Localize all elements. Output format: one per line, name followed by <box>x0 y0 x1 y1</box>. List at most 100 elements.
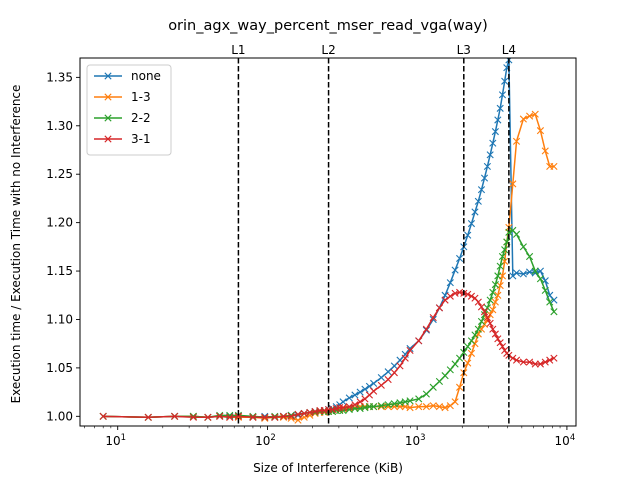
data-point <box>474 298 482 306</box>
data-point <box>474 197 482 205</box>
data-point <box>509 180 517 188</box>
data-point <box>483 304 491 312</box>
data-point <box>279 412 288 420</box>
x-tick-exponent: 4 <box>570 433 575 443</box>
data-point <box>464 359 472 367</box>
data-point <box>390 400 398 408</box>
data-point <box>531 360 539 368</box>
x-tick-exponent: 1 <box>121 433 126 443</box>
x-tick-exponent: 3 <box>420 433 425 443</box>
legend-label-1-3: 1-3 <box>131 90 151 104</box>
y-tick-label: 1.15 <box>46 264 73 278</box>
data-point <box>189 413 197 421</box>
x-axis-label: Size of Interference (KiB) <box>253 461 403 475</box>
data-point <box>415 337 423 345</box>
legend-marker-none <box>104 72 112 80</box>
data-point <box>204 413 212 421</box>
vline-label-L2: L2 <box>321 43 335 57</box>
legend-marker-1-3 <box>104 93 112 101</box>
data-point <box>489 288 497 296</box>
data-point <box>435 403 444 411</box>
data-point <box>300 409 308 417</box>
data-point <box>509 354 517 362</box>
data-point <box>446 366 454 374</box>
axes: 1.00 1.05 1.10 1.15 1.20 1.25 1.30 1.35 101 102 10… <box>46 57 577 448</box>
data-point <box>494 272 502 280</box>
data-point <box>435 304 444 312</box>
data-point <box>471 331 479 339</box>
data-point <box>477 303 486 311</box>
data-point <box>477 317 486 325</box>
data-point <box>477 186 486 194</box>
data-point <box>491 281 499 289</box>
data-point <box>536 127 545 135</box>
data-point <box>464 231 472 239</box>
data-point <box>546 298 554 306</box>
data-point <box>451 266 459 274</box>
legend-label-none: none <box>131 69 161 83</box>
data-point <box>496 104 504 112</box>
data-point <box>541 277 549 285</box>
data-point <box>456 383 464 391</box>
data-point <box>474 325 482 333</box>
data-point <box>356 398 364 406</box>
data-point <box>451 360 459 368</box>
data-point <box>377 381 385 389</box>
data-point <box>294 416 302 424</box>
data-point <box>422 403 430 411</box>
data-point <box>234 412 243 420</box>
data-point <box>446 279 454 287</box>
data-point <box>480 308 489 316</box>
data-point <box>287 411 295 419</box>
data-point <box>467 337 476 345</box>
data-point <box>384 368 392 376</box>
y-tick-label: 1.20 <box>46 216 73 230</box>
data-point <box>249 413 257 421</box>
plot-frame <box>79 57 577 427</box>
data-point <box>401 354 409 362</box>
vline-label-L4: L4 <box>502 43 516 57</box>
data-point <box>525 268 534 276</box>
data-point <box>536 267 545 275</box>
data-point <box>336 404 344 412</box>
data-point <box>483 162 491 171</box>
data-point <box>396 362 404 370</box>
data-point <box>512 356 521 364</box>
data-point <box>390 362 398 370</box>
vline-label-L1: L1 <box>231 43 245 57</box>
data-point <box>525 252 534 261</box>
y-axis-label: Execution time / Execution Time with no … <box>9 85 23 404</box>
legend-label-2-2: 2-2 <box>131 111 151 125</box>
data-point <box>351 401 359 409</box>
y-tick-label: 1.35 <box>46 70 73 84</box>
data-point <box>541 147 549 155</box>
data-point <box>531 110 539 118</box>
data-point <box>519 358 527 366</box>
data-point <box>546 356 554 364</box>
data-point <box>294 410 302 418</box>
legend-marker-3-1 <box>104 135 112 143</box>
data-point <box>261 413 269 421</box>
data-point <box>525 112 534 120</box>
data-point <box>494 335 502 343</box>
data-point <box>144 413 152 421</box>
data-point <box>489 139 497 147</box>
data-point <box>406 346 414 355</box>
data-point <box>456 354 464 362</box>
data-point <box>171 412 179 420</box>
legend-marker-2-2 <box>104 114 112 122</box>
data-point <box>370 387 378 395</box>
data-point <box>345 394 353 402</box>
data-point <box>370 379 378 387</box>
x-tick-label: 103 <box>405 433 426 448</box>
data-point <box>406 404 414 412</box>
data-point <box>512 269 521 277</box>
data-point <box>456 288 464 296</box>
y-tick-label: 1.10 <box>46 312 73 326</box>
data-point <box>339 404 347 412</box>
data-point <box>377 402 385 410</box>
data-point <box>494 116 502 124</box>
data-point <box>435 377 444 386</box>
data-point <box>486 151 494 159</box>
x-tick-label: 102 <box>255 433 276 448</box>
